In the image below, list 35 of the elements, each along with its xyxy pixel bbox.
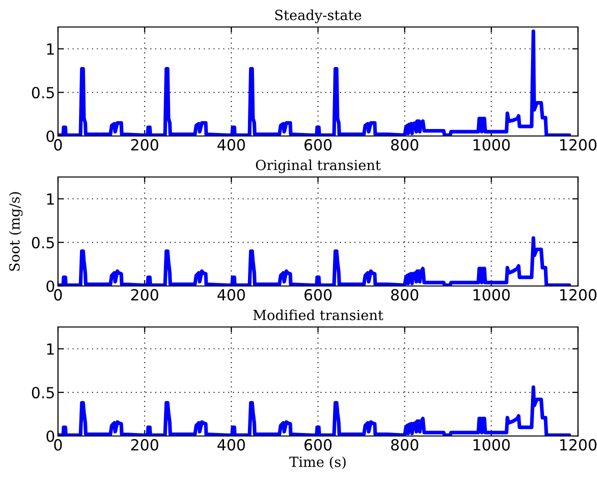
- x-tick-label: 400: [218, 139, 245, 151]
- y-tick-label: 0: [46, 280, 54, 292]
- y-tick-label: 1: [47, 43, 54, 55]
- x-tick-label: 600: [304, 139, 332, 151]
- chart-title: Steady-state: [275, 10, 362, 24]
- x-tick-label: 600: [304, 439, 332, 451]
- line-series: [58, 30, 572, 136]
- y-tick-label: 0: [46, 430, 54, 442]
- x-tick-label: 1000: [474, 289, 510, 301]
- x-axis-title: Time (s): [289, 456, 346, 470]
- x-tick-label: 600: [304, 289, 332, 301]
- y-tick-label: 0.5: [32, 386, 54, 398]
- chart-title: Modified transient: [253, 310, 384, 320]
- x-tick-label: 200: [131, 139, 158, 151]
- x-tick-label: 1000: [474, 139, 510, 151]
- y-tick-label: 1: [47, 343, 54, 355]
- y-tick-label: 0.5: [32, 86, 54, 98]
- chart-title: Original transient: [256, 160, 381, 174]
- x-tick-label: 800: [391, 439, 418, 451]
- line-series: [58, 385, 572, 436]
- x-tick-label: 400: [218, 439, 245, 451]
- y-tick-label: 1: [47, 193, 54, 205]
- x-tick-label: 200: [131, 289, 158, 301]
- x-tick-label: 800: [391, 139, 418, 151]
- x-tick-label: 1200: [560, 289, 596, 301]
- y-tick-label: 0.5: [32, 236, 54, 248]
- y-tick-label: 0: [46, 130, 54, 142]
- x-tick-label: 200: [131, 439, 158, 451]
- line-series: [58, 236, 572, 286]
- x-tick-label: 1200: [560, 439, 596, 451]
- x-tick-label: 1000: [474, 439, 510, 451]
- x-tick-label: 800: [391, 289, 418, 301]
- x-tick-label: 1200: [560, 139, 596, 151]
- y-axis-title: Soot (mg/s): [8, 192, 23, 271]
- x-tick-label: 400: [218, 289, 245, 301]
